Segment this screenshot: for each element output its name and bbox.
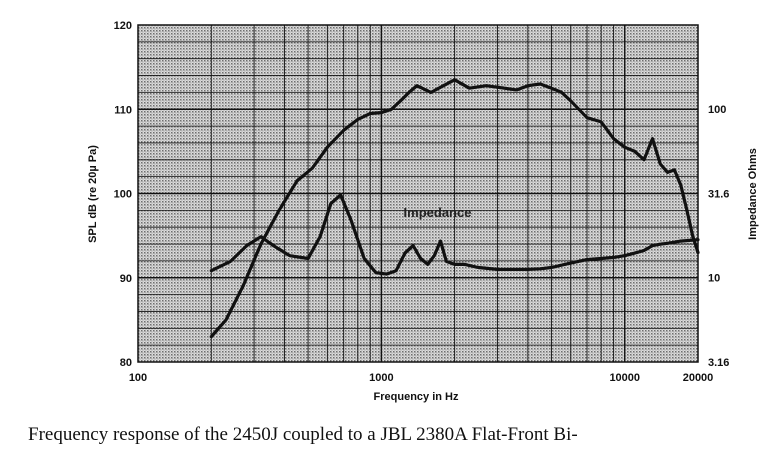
figure-caption: Frequency response of the 2450J coupled … (28, 424, 578, 445)
impedance-curve (209, 193, 700, 276)
series-layer (209, 78, 700, 339)
y-tick-label: 120 (114, 20, 132, 32)
grid-lines (138, 25, 698, 362)
y-axis-label: SPL dB (re 20µ Pa) (87, 145, 99, 243)
x-tick-label: 20000 (683, 372, 714, 384)
y-tick-label: 90 (120, 273, 132, 285)
y2-tick-label: 10 (708, 273, 720, 285)
tick-labels: 100 1000 10000 20000 80 90 100 110 120 3.16 10 31.6… (114, 20, 730, 384)
x-tick-label: 1000 (369, 372, 393, 384)
frequency-response-chart: 100 1000 10000 20000 80 90 100 110 120 3.16 10 31.6… (87, 20, 759, 403)
y-tick-label: 110 (114, 104, 132, 116)
y2-tick-label: 3.16 (708, 357, 729, 369)
y2-tick-label: 100 (708, 104, 726, 116)
y-tick-label: 100 (114, 189, 132, 201)
impedance-annotation: Impedance (404, 205, 472, 220)
x-axis-label: Frequency in Hz (374, 391, 459, 403)
spl-curve (209, 78, 700, 339)
y2-axis-label: Impedance Ohms (747, 148, 759, 240)
x-tick-label: 10000 (609, 372, 640, 384)
y2-tick-label: 31.6 (708, 189, 729, 201)
x-tick-label: 100 (129, 372, 147, 384)
y-tick-label: 80 (120, 357, 132, 369)
